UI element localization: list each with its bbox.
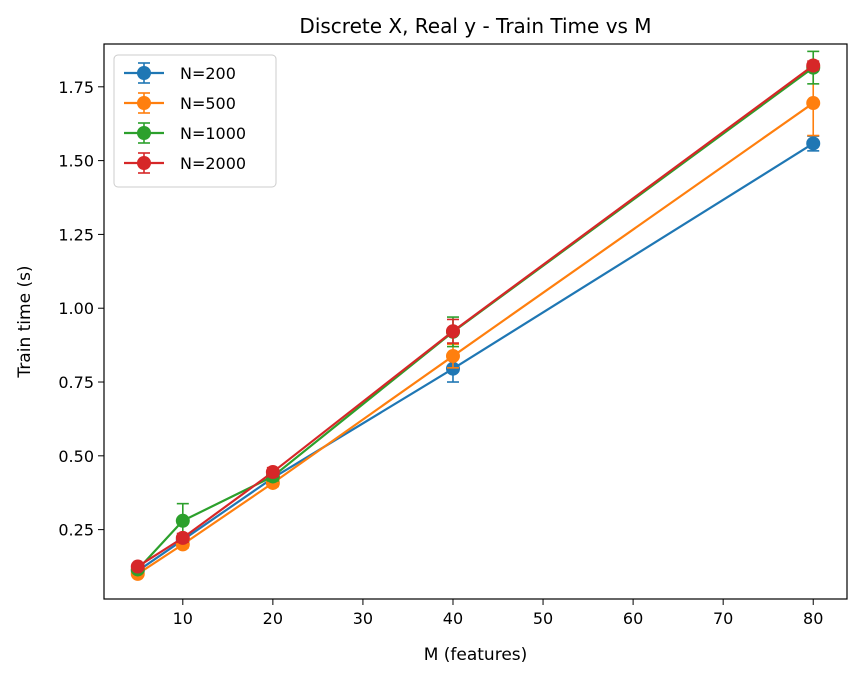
- series-n-2000: [130, 58, 821, 574]
- legend-label: N=1000: [180, 124, 246, 143]
- x-tick-label: 20: [263, 609, 283, 628]
- y-tick-label: 1.75: [58, 78, 94, 97]
- legend-marker: [137, 96, 151, 110]
- data-point: [445, 361, 460, 376]
- legend-marker: [137, 66, 151, 80]
- y-tick-label: 1.50: [58, 152, 94, 171]
- legend-marker: [137, 156, 151, 170]
- y-tick-label: 0.25: [58, 521, 94, 540]
- legend-label: N=200: [180, 64, 236, 83]
- x-tick-label: 50: [533, 609, 553, 628]
- data-point: [806, 136, 821, 151]
- data-point: [806, 96, 821, 111]
- x-tick-label: 30: [353, 609, 373, 628]
- legend: N=200 N=500 N=1000 N=2000: [113, 54, 277, 188]
- x-tick-label: 10: [173, 609, 193, 628]
- y-axis: 0.25 0.50 0.75 1.00 1.25 1.50 1.75: [58, 78, 104, 540]
- legend-marker: [137, 126, 151, 140]
- data-point: [175, 530, 190, 545]
- x-axis-label: M (features): [424, 645, 528, 665]
- data-point: [806, 58, 821, 73]
- data-point: [445, 349, 460, 364]
- data-point: [130, 559, 145, 574]
- x-tick-label: 70: [713, 609, 733, 628]
- x-tick-label: 40: [443, 609, 463, 628]
- y-tick-label: 1.00: [58, 299, 94, 318]
- data-point: [265, 465, 280, 480]
- y-tick-label: 0.50: [58, 447, 94, 466]
- series-n-200: [130, 135, 821, 578]
- data-point: [445, 324, 460, 339]
- legend-label: N=500: [180, 94, 236, 113]
- plot-frame: [103, 43, 848, 600]
- x-tick-label: 60: [623, 609, 643, 628]
- data-point: [175, 513, 190, 528]
- chart-title: Discrete X, Real y - Train Time vs M: [299, 14, 651, 38]
- y-axis-label: Train time (s): [15, 265, 35, 378]
- y-tick-label: 1.25: [58, 225, 94, 244]
- legend-box: [113, 54, 277, 188]
- legend-label: N=2000: [180, 154, 246, 173]
- x-axis: 10 20 30 40 50 60 70 80: [173, 599, 823, 628]
- x-tick-label: 80: [803, 609, 823, 628]
- y-tick-label: 0.75: [58, 373, 94, 392]
- plot-area: [130, 50, 821, 581]
